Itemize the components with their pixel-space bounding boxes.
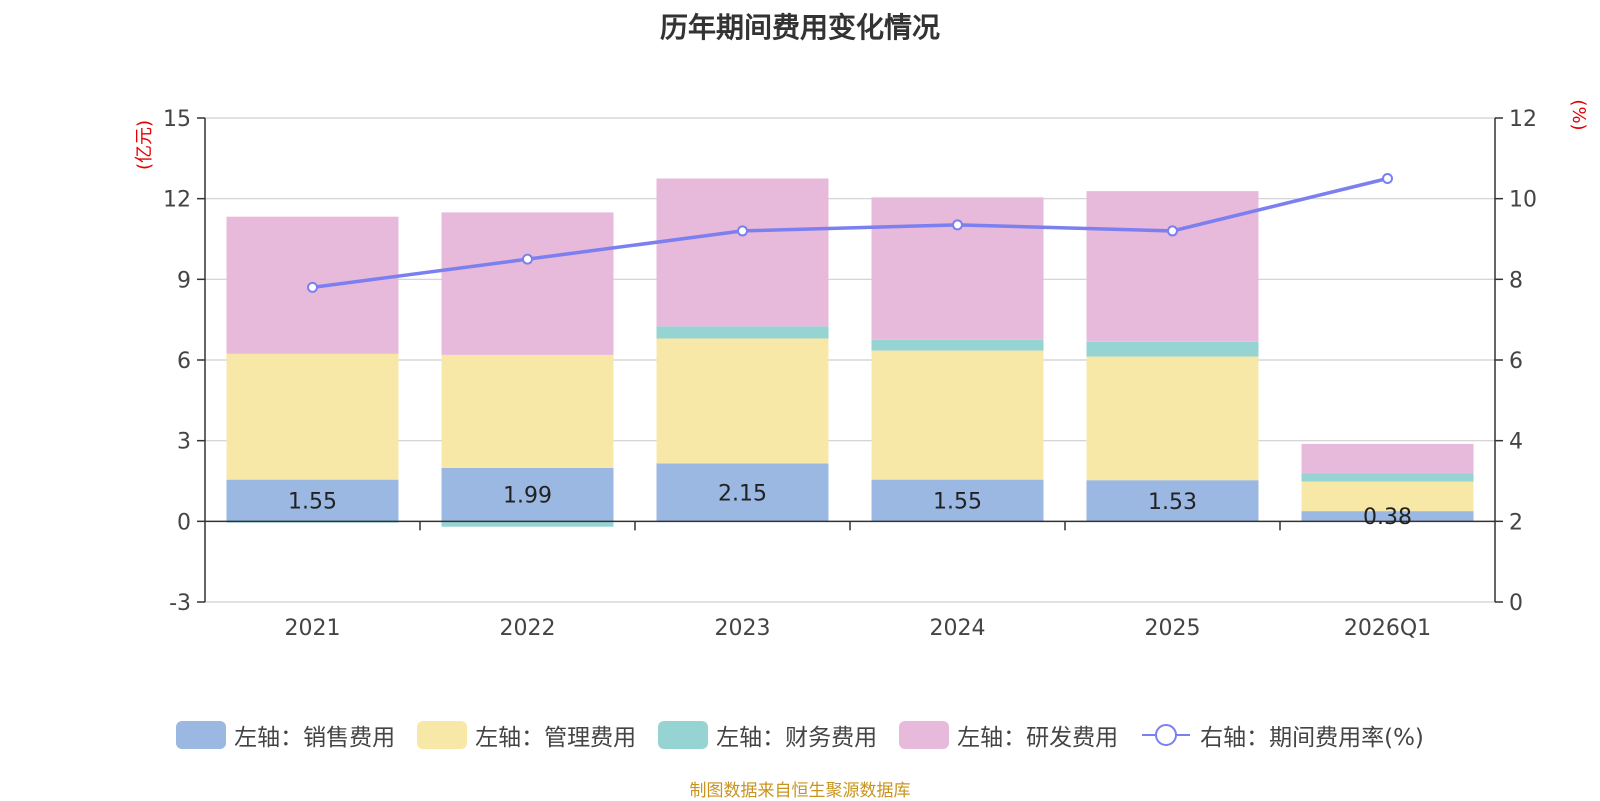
legend-label: 左轴：研发费用 — [957, 725, 1119, 751]
bar-segment — [656, 338, 829, 464]
legend-label: 左轴：管理费用 — [475, 725, 637, 751]
legend-item[interactable]: 右轴：期间费用率(%) — [1140, 718, 1424, 752]
source-note: 制图数据来自恒生聚源数据库 — [689, 781, 911, 801]
left-tick-label: 3 — [177, 430, 191, 455]
label-layer: 1.55 1.99 2.15 1.55 1.53 0.38 — [288, 481, 1412, 530]
left-tick-label: 12 — [163, 188, 191, 213]
bar-segment — [441, 354, 614, 468]
legend-item[interactable]: 左轴：研发费用 — [899, 718, 1118, 752]
bar-segment — [1301, 481, 1474, 512]
bar-segment — [226, 353, 399, 480]
legend-item[interactable]: 左轴：财务费用 — [658, 718, 877, 752]
legend-swatch — [176, 721, 227, 749]
bar-data-label: 0.38 — [1363, 505, 1412, 530]
legend-swatch — [417, 721, 468, 749]
bar-segment — [656, 178, 829, 327]
right-tick-label: 6 — [1509, 349, 1523, 374]
left-axis-unit: (亿元) — [134, 120, 155, 170]
line-layer — [307, 173, 1393, 293]
chart-title: 历年期间费用变化情况 — [659, 11, 940, 44]
bar-segment — [871, 479, 1044, 522]
category-label: 2023 — [715, 616, 771, 641]
bar-data-label: 1.55 — [288, 489, 337, 514]
legend-label: 左轴：销售费用 — [234, 725, 396, 751]
left-tick-label: -3 — [169, 591, 191, 616]
legend-item[interactable]: 左轴：管理费用 — [417, 718, 636, 752]
bar-segment — [1086, 341, 1259, 357]
bar-segment — [871, 197, 1044, 340]
category-label: 2026Q1 — [1344, 616, 1431, 641]
legend-label: 右轴：期间费用率(%) — [1200, 725, 1424, 751]
bar-segment — [656, 326, 829, 339]
rate-point — [1382, 173, 1393, 184]
left-tick-label: 0 — [177, 510, 191, 535]
legend-swatch — [899, 721, 950, 749]
rate-point — [1167, 225, 1178, 237]
bar-segment — [1301, 443, 1474, 474]
bar-segment — [1086, 191, 1259, 342]
right-tick-label: 8 — [1509, 268, 1523, 293]
left-tick-label: 9 — [177, 268, 191, 293]
category-label: 2024 — [930, 616, 986, 641]
right-axis-unit: (%) — [1568, 99, 1589, 130]
bar-layer — [226, 178, 1474, 527]
bar-data-label: 1.55 — [933, 489, 982, 514]
legend-line-swatch — [1142, 724, 1191, 746]
bar-segment — [226, 479, 399, 522]
bar-segment — [656, 463, 829, 522]
bar-segment — [1086, 356, 1259, 481]
bar-segment — [441, 521, 614, 527]
bar-segment — [871, 350, 1044, 480]
bar-segment — [441, 212, 614, 355]
right-tick-label: 0 — [1509, 591, 1523, 616]
legend-item[interactable]: 左轴：销售费用 — [176, 718, 395, 752]
bar-segment — [1086, 480, 1259, 522]
right-tick-label: 4 — [1509, 430, 1523, 455]
rate-point — [737, 225, 748, 237]
bar-segment — [1301, 511, 1474, 522]
legend-swatch — [658, 721, 709, 749]
rate-point — [307, 281, 318, 293]
left-tick-label: 6 — [177, 349, 191, 374]
rate-line — [312, 176, 1388, 290]
bar-data-label: 1.53 — [1148, 490, 1197, 515]
legend: 左轴：销售费用 左轴：管理费用 左轴：财务费用 左轴：研发费用 右轴：期间费用率(%) — [0, 718, 1600, 752]
right-tick-label: 10 — [1509, 188, 1537, 213]
category-label: 2021 — [285, 616, 341, 641]
category-label: 2022 — [500, 616, 556, 641]
bar-segment — [871, 339, 1044, 351]
bar-segment — [1301, 473, 1474, 482]
right-tick-label: 12 — [1509, 107, 1537, 132]
bar-data-label: 1.99 — [503, 484, 552, 509]
bar-data-label: 2.15 — [718, 481, 767, 506]
legend-label: 左轴：财务费用 — [716, 725, 878, 751]
bar-segment — [441, 467, 614, 522]
left-tick-label: 15 — [163, 107, 191, 132]
grid-layer — [205, 117, 1495, 603]
axis-layer: -3 0 3 6 9 12 15 0 2 4 6 8 10 12 2021 2022 2023 2024 2025 2… — [134, 99, 1589, 641]
rate-point — [522, 253, 533, 265]
right-tick-label: 2 — [1509, 510, 1523, 535]
rate-point — [952, 219, 963, 231]
category-label: 2025 — [1145, 616, 1201, 641]
